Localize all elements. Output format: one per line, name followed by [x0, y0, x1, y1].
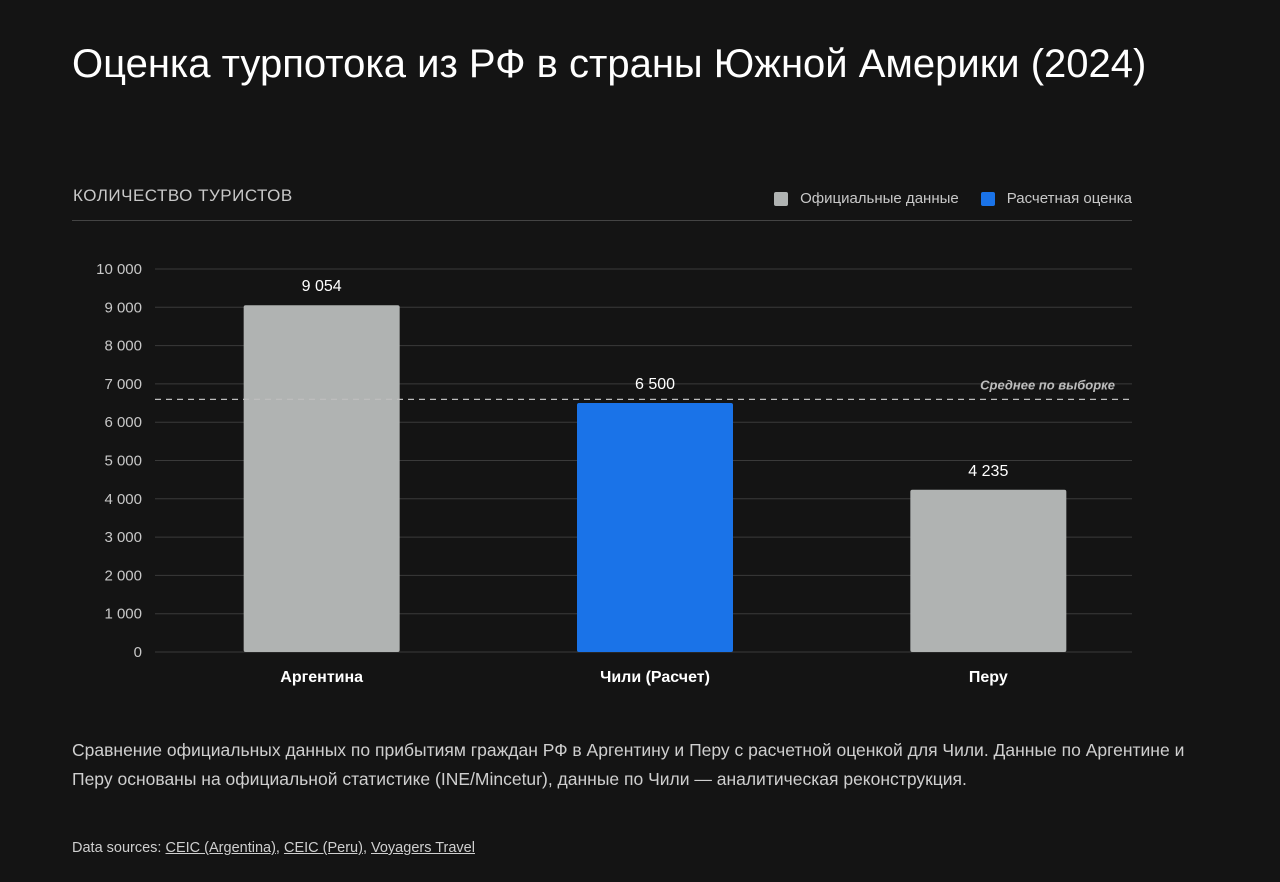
bar [577, 403, 733, 652]
legend-label-official: Официальные данные [800, 190, 959, 207]
data-sources: Data sources: CEIC (Argentina), CEIC (Pe… [72, 840, 475, 856]
chart-legend: Официальные данные Расчетная оценка [752, 190, 1132, 207]
legend-item-official: Официальные данные [774, 190, 959, 207]
source-link-ceic-peru[interactable]: CEIC (Peru) [283, 840, 363, 856]
source-link-ceic-argentina[interactable]: CEIC (Argentina) [165, 840, 276, 856]
legend-item-estimate: Расчетная оценка [980, 190, 1132, 207]
source-link-voyagers-travel[interactable]: Voyagers Travel [371, 840, 475, 856]
bar [910, 489, 1067, 652]
bar-value-label: 6 500 [635, 376, 675, 393]
legend-swatch-estimate [980, 191, 995, 206]
legend-label-estimate: Расчетная оценка [1006, 190, 1132, 207]
y-tick-label: 7 000 [104, 376, 142, 393]
chart-caption: Сравнение официальных данных по прибытия… [72, 740, 1185, 789]
y-tick-label: 0 [134, 644, 142, 661]
x-tick-label: Аргентина [280, 669, 363, 686]
x-tick-label: Перу [969, 669, 1008, 686]
y-tick-label: 9 000 [104, 299, 142, 316]
y-tick-label: 3 000 [104, 529, 142, 546]
bar-value-label: 4 235 [968, 463, 1008, 480]
y-tick-label: 10 000 [96, 261, 142, 278]
x-tick-label: Чили (Расчет) [600, 669, 710, 686]
bar-chart: 0 1 000 2 000 3 000 4 000 5 000 6 000 7 000 8 00… [96, 261, 1132, 686]
y-tick-label: 2 000 [104, 567, 142, 584]
y-tick-label: 5 000 [104, 453, 142, 470]
bar-value-label: 9 054 [302, 278, 342, 295]
page-title: Оценка турпотока из РФ в страны Южной Ам… [72, 42, 1147, 86]
y-tick-label: 4 000 [104, 491, 142, 508]
legend-swatch-official [774, 191, 789, 206]
sources-prefix: Data sources: [72, 840, 162, 856]
bar [243, 305, 400, 652]
header-divider [72, 220, 1132, 221]
y-tick-label: 8 000 [104, 338, 142, 355]
chart-subheading: КОЛИЧЕСТВО ТУРИСТОВ [73, 186, 293, 205]
reference-line-label: Среднее по выборке [980, 377, 1115, 392]
y-tick-label: 6 000 [104, 414, 142, 431]
y-tick-label: 1 000 [104, 606, 142, 623]
